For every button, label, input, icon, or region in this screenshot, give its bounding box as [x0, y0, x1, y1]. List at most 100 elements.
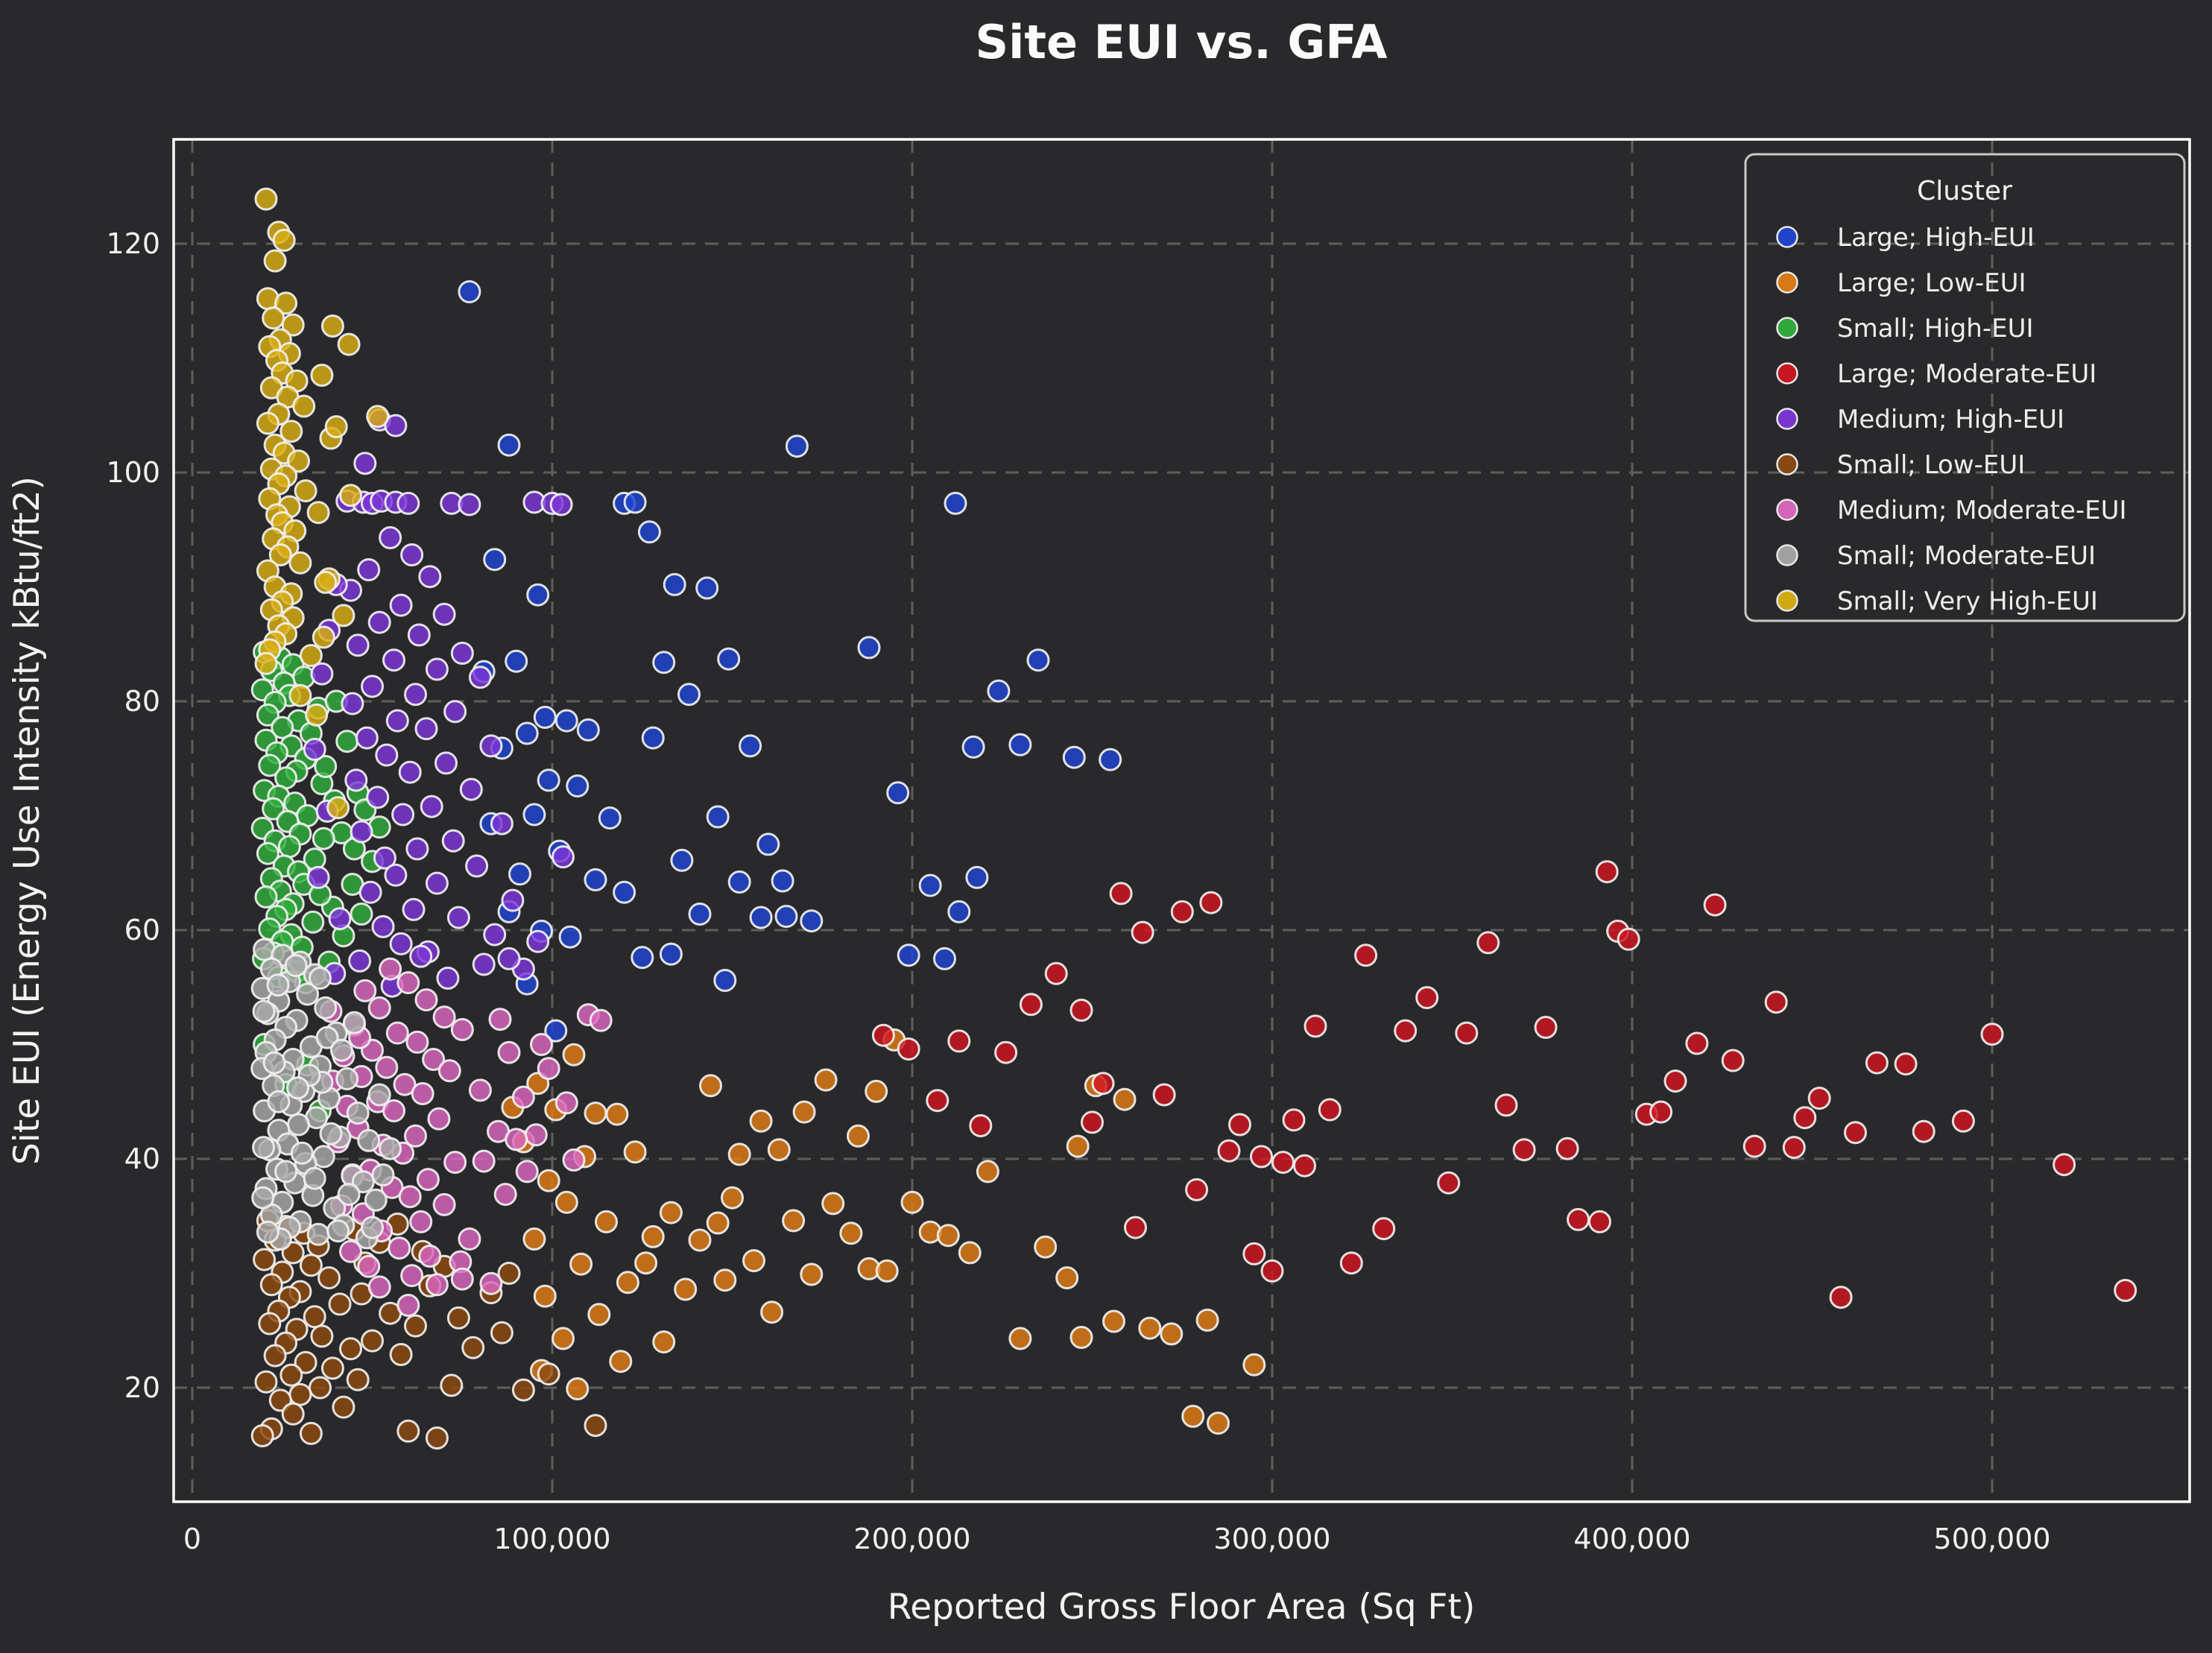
legend-entry-label: Small; Very High-EUI — [1837, 587, 2098, 616]
data-point — [385, 709, 409, 733]
data-point — [254, 651, 278, 675]
data-point — [317, 1266, 341, 1290]
data-point — [319, 1122, 343, 1145]
data-point — [262, 1051, 286, 1075]
data-point — [266, 973, 290, 997]
data-point — [530, 1033, 553, 1056]
data-point — [281, 1402, 305, 1426]
data-point — [1069, 1326, 1093, 1349]
data-point — [1865, 1051, 1889, 1075]
data-point — [468, 666, 492, 689]
data-point — [713, 1268, 737, 1292]
data-point — [1476, 931, 1500, 955]
data-point — [595, 1210, 618, 1233]
data-point — [652, 651, 676, 674]
data-point — [1250, 1145, 1273, 1169]
data-point — [301, 910, 325, 934]
data-point — [897, 1037, 920, 1061]
x-tick-label: 400,000 — [1573, 1523, 1690, 1555]
data-point — [262, 797, 285, 821]
data-point — [404, 1314, 427, 1338]
chart-title: Site EUI vs. GFA — [975, 15, 1387, 69]
data-point — [641, 1224, 665, 1248]
data-point — [961, 735, 985, 759]
data-point — [391, 803, 415, 826]
data-point — [1044, 961, 1068, 985]
data-point — [739, 734, 762, 758]
data-point — [288, 1382, 312, 1406]
data-point — [1055, 1266, 1079, 1290]
tick-layer: 0 100,000 200,000 300,000 400,000 500,000 20 40… — [106, 227, 2050, 1555]
data-point — [537, 1057, 560, 1081]
data-point — [497, 1040, 521, 1064]
data-point — [663, 572, 686, 596]
data-point — [933, 946, 956, 970]
data-point — [670, 848, 694, 872]
data-point — [774, 905, 798, 929]
data-point — [497, 946, 521, 970]
data-point — [488, 1008, 512, 1031]
data-point — [441, 829, 465, 853]
data-point — [483, 548, 507, 572]
data-point — [821, 1192, 845, 1216]
data-point — [351, 1170, 375, 1194]
data-point — [312, 826, 335, 850]
data-point — [314, 755, 338, 778]
data-point — [310, 662, 334, 686]
data-point — [1703, 893, 1727, 917]
legend-entry-label: Large; Moderate-EUI — [1837, 359, 2096, 389]
series-small-moderate-eui — [250, 938, 402, 1251]
legend-swatch — [1776, 590, 1798, 612]
data-point — [2053, 1153, 2076, 1177]
data-point — [286, 1076, 309, 1100]
data-point — [346, 633, 370, 657]
data-point — [616, 1271, 639, 1295]
data-point — [373, 846, 396, 870]
data-point — [353, 452, 377, 475]
legend-entry-label: Medium; Moderate-EUI — [1837, 496, 2127, 525]
data-point — [969, 1114, 993, 1137]
data-point — [1069, 999, 1093, 1022]
data-point — [277, 835, 301, 859]
data-point — [760, 1300, 784, 1324]
data-point — [458, 493, 481, 516]
data-point — [1185, 1178, 1209, 1201]
data-point — [767, 1138, 791, 1162]
data-point — [847, 1124, 870, 1148]
data-point — [522, 1227, 546, 1251]
data-point — [749, 905, 773, 929]
data-point — [695, 576, 719, 600]
data-point — [339, 1239, 362, 1263]
data-point — [310, 364, 334, 387]
data-point — [263, 1344, 287, 1368]
data-point — [405, 1030, 429, 1054]
data-point — [384, 414, 408, 437]
data-point — [549, 493, 573, 516]
data-point — [407, 623, 431, 647]
data-point — [1181, 1404, 1205, 1428]
data-point — [659, 942, 683, 966]
data-point — [2114, 1279, 2137, 1302]
data-point — [262, 306, 285, 330]
data-point — [396, 1294, 420, 1317]
data-point — [958, 1241, 982, 1265]
data-point — [1195, 1308, 1219, 1332]
data-point — [272, 228, 296, 252]
data-point — [501, 888, 525, 912]
data-point — [366, 786, 390, 809]
data-point — [659, 1201, 683, 1224]
data-point — [749, 1109, 773, 1133]
data-point — [294, 479, 317, 503]
data-point — [1844, 1121, 1867, 1145]
data-point — [1782, 1136, 1806, 1160]
data-point — [1980, 1023, 2004, 1046]
data-point — [375, 1055, 399, 1079]
series-large-low-eui — [501, 1028, 1266, 1435]
data-point — [490, 812, 514, 835]
data-point — [871, 1023, 895, 1047]
y-tick-label: 120 — [106, 227, 160, 260]
data-point — [554, 1190, 578, 1214]
data-point — [314, 570, 338, 594]
data-point — [1951, 1109, 1975, 1133]
data-point — [1113, 1087, 1137, 1111]
